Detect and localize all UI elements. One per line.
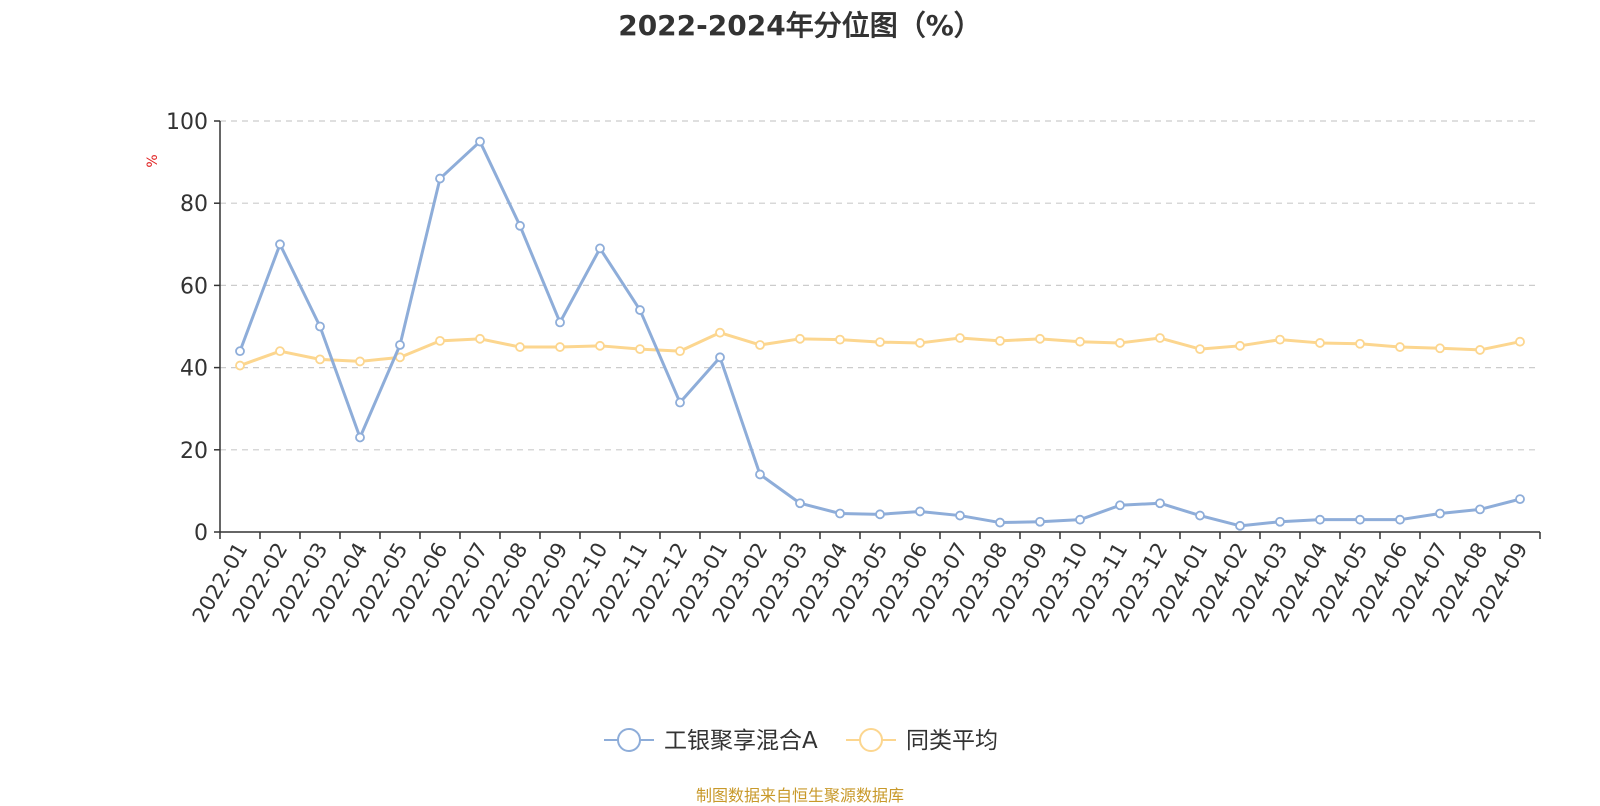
axes [214, 120, 1541, 539]
legend-label: 同类平均 [906, 728, 998, 754]
y-tick-label: 40 [180, 357, 208, 382]
data-point [1195, 344, 1205, 355]
data-point [315, 354, 325, 365]
y-tick-labels: 0 20 40 60 80 100 [166, 110, 208, 546]
data-point [995, 517, 1005, 528]
chart-title: 2022-2024年分位图（%） [618, 9, 982, 42]
data-point [1195, 510, 1205, 521]
data-point [675, 346, 685, 357]
series-line [238, 140, 1521, 528]
data-point [755, 469, 765, 480]
y-tick-label: 0 [194, 521, 208, 546]
data-point [795, 498, 805, 509]
y-tick-label: 80 [180, 192, 208, 217]
data-point [955, 510, 965, 521]
data-point [515, 342, 525, 352]
data-point [1355, 514, 1365, 525]
x-tick-labels: 2022-012022-022022-032022-042022-052022-… [188, 539, 1533, 627]
data-point [275, 346, 285, 357]
data-point [275, 239, 285, 250]
data-point [1235, 520, 1245, 531]
data-point [1315, 338, 1325, 348]
data-point [395, 340, 405, 350]
data-point [235, 346, 245, 357]
data-point [835, 508, 845, 519]
data-point [1395, 514, 1405, 525]
data-point [1355, 338, 1365, 349]
data-point [315, 321, 325, 332]
data-point [1155, 498, 1165, 509]
data-point [475, 333, 485, 344]
data-point [435, 335, 445, 346]
data-point [355, 432, 365, 443]
data-point [715, 352, 725, 363]
data-point [915, 338, 925, 348]
data-point [555, 317, 565, 328]
legend: 工银聚享混合A 同类平均 [604, 728, 998, 754]
data-point [1075, 514, 1085, 525]
data-point [1315, 514, 1325, 525]
data-point [1235, 340, 1245, 351]
series-group [235, 136, 1525, 531]
data-point [955, 333, 965, 343]
legend-label: 工银聚享混合A [664, 728, 818, 754]
data-point [915, 506, 925, 517]
y-tick-label: 100 [166, 110, 208, 135]
data-point [1075, 336, 1085, 347]
data-point [595, 340, 605, 351]
data-point [755, 340, 765, 350]
y-tick-label: 20 [180, 439, 208, 464]
data-point [995, 335, 1005, 346]
data-point [1275, 334, 1285, 345]
data-point [1515, 494, 1525, 505]
data-point [1515, 336, 1525, 347]
data-point [1435, 343, 1445, 354]
source-note: 制图数据来自恒生聚源数据库 [695, 786, 904, 805]
data-point [475, 136, 485, 147]
data-point [515, 220, 525, 231]
legend-marker [859, 728, 883, 752]
data-point [1115, 500, 1125, 511]
data-point [1035, 333, 1045, 344]
data-point [1115, 338, 1125, 348]
data-point [675, 397, 685, 408]
data-point [595, 243, 605, 254]
data-point [1475, 504, 1485, 515]
data-point [555, 342, 565, 352]
data-point [835, 334, 845, 345]
data-point [235, 360, 245, 371]
data-point [1155, 333, 1165, 343]
data-point [1475, 345, 1485, 355]
data-point [355, 356, 365, 367]
data-point [635, 344, 645, 355]
data-point [795, 333, 805, 344]
data-point [635, 305, 645, 315]
data-point [1275, 516, 1285, 527]
data-point [1395, 342, 1405, 352]
data-point [435, 173, 445, 184]
data-point [875, 509, 885, 520]
y-axis-label: % [145, 154, 161, 167]
grid-lines [220, 120, 1540, 451]
data-point [1035, 516, 1045, 527]
data-point [875, 337, 885, 348]
data-point [1435, 508, 1445, 519]
legend-marker [617, 728, 641, 752]
y-tick-label: 60 [180, 274, 208, 299]
data-point [715, 327, 725, 338]
